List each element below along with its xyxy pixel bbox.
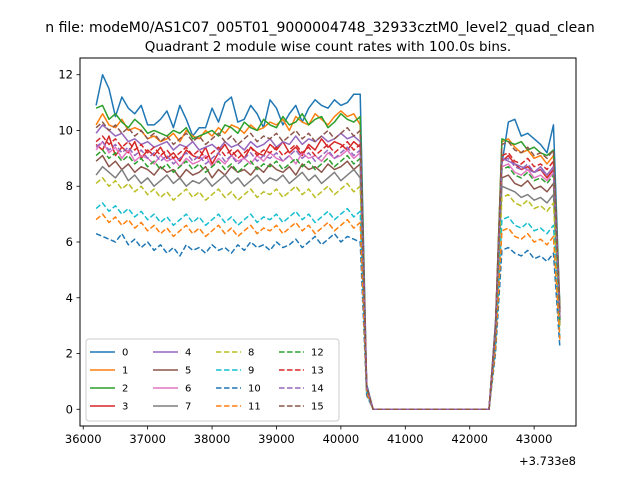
y-tick-label: 6 (66, 235, 73, 249)
x-tick-label: 39000 (258, 432, 295, 446)
series-line-12 (95, 149, 561, 411)
legend-label-4: 4 (185, 348, 191, 359)
legend-label-10: 10 (248, 384, 261, 395)
series-line-14 (95, 140, 561, 411)
y-axis: 0 2 4 6 8 10 12 (58, 68, 80, 416)
x-tick-label: 40000 (323, 432, 360, 446)
x-tick-label: 41000 (387, 432, 424, 446)
legend-label-5: 5 (185, 366, 191, 377)
legend-label-3: 3 (122, 402, 128, 413)
x-tick-label: 42000 (451, 432, 488, 446)
figure-suptitle: n file: modeM0/AS1C07_005T01_9000004748_… (45, 20, 594, 36)
x-tick-label: 43000 (516, 432, 553, 446)
legend-label-0: 0 (122, 348, 128, 359)
y-tick-label: 4 (66, 291, 73, 305)
legend-label-9: 9 (248, 366, 254, 377)
legend-label-14: 14 (311, 384, 324, 395)
x-tick-label: 38000 (194, 432, 231, 446)
y-tick-label: 10 (58, 123, 73, 137)
chart-title: Quadrant 2 module wise count rates with … (145, 39, 511, 55)
y-tick-label: 2 (66, 347, 73, 361)
y-tick-label: 0 (66, 402, 73, 416)
series-line-11 (95, 213, 561, 411)
legend-label-8: 8 (248, 348, 254, 359)
legend-label-11: 11 (248, 402, 261, 413)
x-tick-label: 37000 (129, 432, 166, 446)
x-tick-label: 36000 (65, 432, 102, 446)
legend-label-6: 6 (185, 384, 191, 395)
legend-box (85, 338, 340, 422)
y-tick-label: 8 (66, 179, 73, 193)
legend-label-12: 12 (311, 348, 324, 359)
x-offset-label: +3.733e8 (519, 454, 576, 468)
legend-label-1: 1 (122, 366, 128, 377)
y-tick-label: 12 (58, 68, 73, 82)
legend-label-2: 2 (122, 384, 128, 395)
plot-area (95, 73, 561, 411)
legend-label-15: 15 (311, 402, 324, 413)
series-line-15 (95, 121, 561, 411)
legend-label-7: 7 (185, 402, 191, 413)
legend-label-13: 13 (311, 366, 324, 377)
x-axis: 36000 37000 38000 39000 40000 41000 42000 43000 (65, 426, 553, 446)
